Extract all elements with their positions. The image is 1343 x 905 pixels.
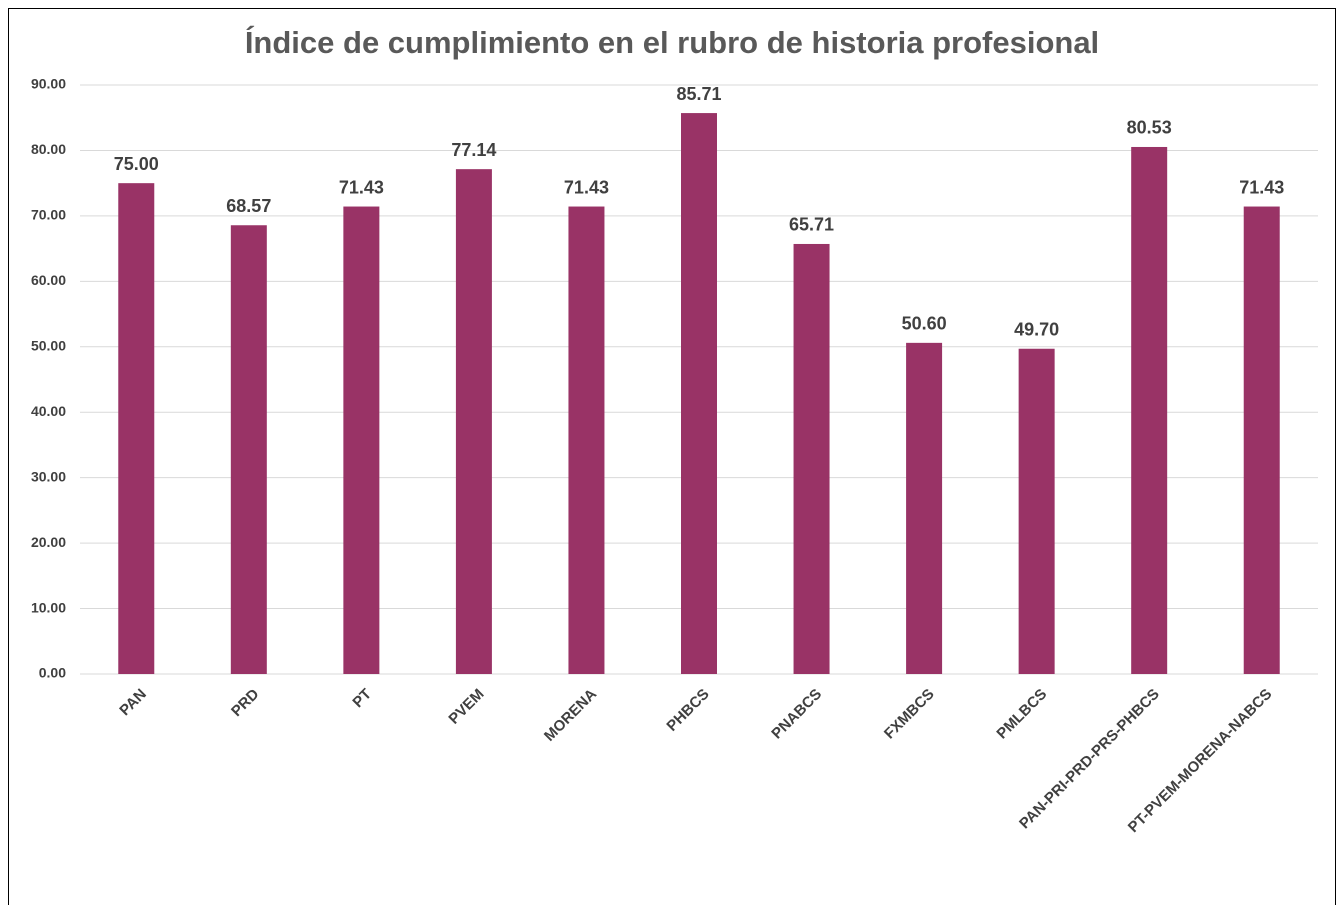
data-label: 68.57 <box>226 196 271 216</box>
bar <box>568 206 605 674</box>
data-label: 75.00 <box>114 154 159 174</box>
data-label: 65.71 <box>789 215 834 235</box>
y-tick-label: 0.00 <box>39 665 66 681</box>
y-tick-label: 30.00 <box>31 468 66 484</box>
y-tick-label: 70.00 <box>31 207 66 223</box>
bar <box>118 183 155 674</box>
bar <box>906 342 943 674</box>
bar <box>230 225 267 675</box>
y-tick-label: 60.00 <box>31 272 66 288</box>
y-tick-label: 10.00 <box>31 599 66 615</box>
y-tick-label: 40.00 <box>31 403 66 419</box>
data-label: 80.53 <box>1127 118 1172 138</box>
data-label: 49.70 <box>1014 319 1059 339</box>
data-label: 77.14 <box>451 140 496 160</box>
chart-frame <box>8 8 1336 905</box>
bar <box>343 206 380 674</box>
bar <box>1131 146 1168 674</box>
y-tick-label: 90.00 <box>31 76 66 92</box>
bar <box>1243 206 1280 674</box>
bar <box>681 113 717 674</box>
data-label: 50.60 <box>902 314 947 334</box>
data-label: 71.43 <box>1239 177 1284 197</box>
bar <box>455 169 492 674</box>
bar <box>793 243 830 675</box>
data-label: 85.71 <box>676 84 721 104</box>
chart-title: Índice de cumplimiento en el rubro de hi… <box>245 25 1099 60</box>
y-tick-label: 50.00 <box>31 337 66 353</box>
data-label: 71.43 <box>564 177 609 197</box>
y-tick-label: 80.00 <box>31 141 66 157</box>
y-tick-label: 20.00 <box>31 534 66 550</box>
data-label: 71.43 <box>339 177 384 197</box>
bar <box>1018 348 1055 674</box>
